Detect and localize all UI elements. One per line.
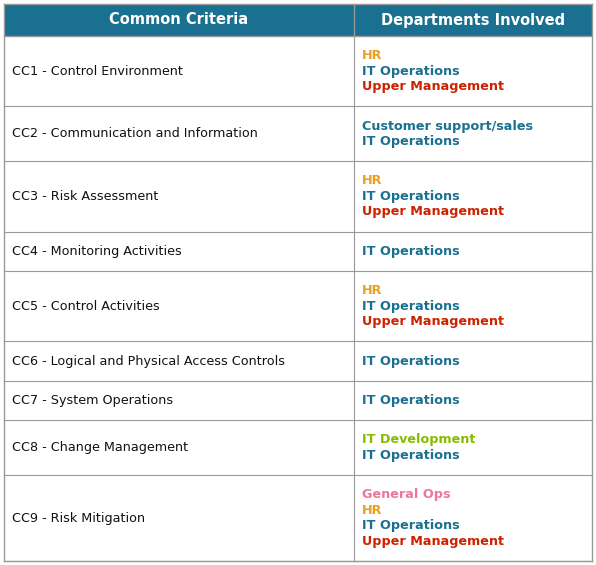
Bar <box>4 161 592 232</box>
Text: CC1 - Control Environment: CC1 - Control Environment <box>12 64 183 77</box>
Text: HR: HR <box>362 284 382 297</box>
Bar <box>4 36 592 106</box>
Text: IT Operations: IT Operations <box>362 355 460 368</box>
Bar <box>4 420 592 475</box>
Text: CC4 - Monitoring Activities: CC4 - Monitoring Activities <box>12 245 182 258</box>
Text: IT Operations: IT Operations <box>362 449 460 462</box>
Text: CC7 - System Operations: CC7 - System Operations <box>12 394 173 407</box>
Text: Upper Management: Upper Management <box>362 80 504 93</box>
Text: CC3 - Risk Assessment: CC3 - Risk Assessment <box>12 190 159 203</box>
Text: CC9 - Risk Mitigation: CC9 - Risk Mitigation <box>12 511 145 524</box>
Text: Upper Management: Upper Management <box>362 206 504 219</box>
Bar <box>4 271 592 341</box>
Text: HR: HR <box>362 49 382 62</box>
Text: IT Operations: IT Operations <box>362 135 460 148</box>
Bar <box>4 475 592 561</box>
Text: HR: HR <box>362 175 382 188</box>
Bar <box>4 106 592 161</box>
Text: IT Operations: IT Operations <box>362 394 460 407</box>
Text: IT Operations: IT Operations <box>362 519 460 532</box>
Bar <box>4 4 592 36</box>
Text: Customer support/sales: Customer support/sales <box>362 120 533 133</box>
Text: CC6 - Logical and Physical Access Controls: CC6 - Logical and Physical Access Contro… <box>12 355 285 368</box>
Text: IT Operations: IT Operations <box>362 64 460 77</box>
Text: IT Operations: IT Operations <box>362 300 460 313</box>
Bar <box>4 341 592 381</box>
Text: Departments Involved: Departments Involved <box>381 12 565 28</box>
Text: Upper Management: Upper Management <box>362 535 504 548</box>
Text: Upper Management: Upper Management <box>362 315 504 328</box>
Bar <box>4 232 592 271</box>
Text: CC8 - Change Management: CC8 - Change Management <box>12 441 188 454</box>
Text: IT Operations: IT Operations <box>362 245 460 258</box>
Text: IT Operations: IT Operations <box>362 190 460 203</box>
Bar <box>4 381 592 420</box>
Text: IT Development: IT Development <box>362 433 475 446</box>
Text: General Ops: General Ops <box>362 488 451 501</box>
Text: Common Criteria: Common Criteria <box>110 12 249 28</box>
Text: HR: HR <box>362 504 382 517</box>
Text: CC5 - Control Activities: CC5 - Control Activities <box>12 300 160 313</box>
Text: CC2 - Communication and Information: CC2 - Communication and Information <box>12 127 258 140</box>
